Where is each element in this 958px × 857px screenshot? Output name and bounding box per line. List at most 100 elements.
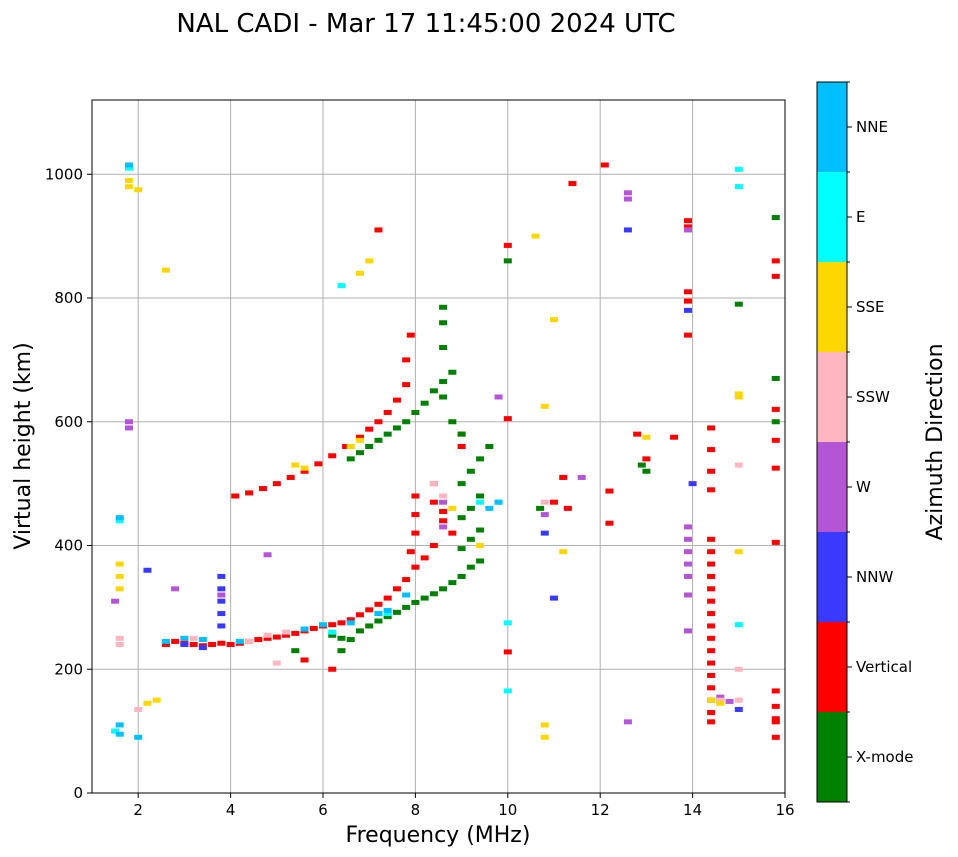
data-point <box>402 577 411 583</box>
data-point <box>642 468 651 474</box>
data-point <box>448 369 457 375</box>
data-point <box>707 598 716 604</box>
data-point <box>342 444 351 449</box>
data-point <box>258 486 267 492</box>
x-axis-label: Frequency (MHz) <box>346 823 531 848</box>
data-point <box>152 697 161 703</box>
data-point <box>282 629 291 635</box>
colorbar-segment <box>817 262 847 352</box>
data-point <box>300 468 309 474</box>
data-point <box>683 573 692 579</box>
data-point <box>707 648 716 654</box>
data-point <box>337 620 346 626</box>
data-point <box>707 586 716 592</box>
data-point <box>245 490 254 496</box>
data-point <box>439 586 448 592</box>
data-point <box>374 618 383 624</box>
data-point <box>707 611 716 617</box>
data-point <box>217 640 226 646</box>
data-point <box>771 465 780 471</box>
data-point <box>494 394 503 400</box>
data-point <box>355 450 364 456</box>
data-point <box>286 474 295 480</box>
data-point <box>115 515 124 521</box>
data-point <box>392 586 401 592</box>
data-point <box>392 397 401 403</box>
data-point <box>637 462 646 468</box>
data-point <box>683 298 692 304</box>
data-point <box>402 604 411 610</box>
data-point <box>485 505 494 511</box>
data-point <box>683 628 692 634</box>
data-point <box>633 431 642 437</box>
data-point <box>734 549 743 555</box>
data-point <box>217 586 226 592</box>
data-point <box>346 456 355 462</box>
data-point <box>124 419 133 425</box>
data-point <box>111 598 120 604</box>
data-point <box>559 549 568 555</box>
data-point <box>411 512 420 518</box>
data-point <box>402 419 411 425</box>
data-point <box>707 561 716 567</box>
data-point <box>503 620 512 626</box>
data-point <box>328 632 337 638</box>
data-point <box>346 637 355 643</box>
data-point <box>134 706 143 712</box>
x-tick-label: 16 <box>775 801 794 819</box>
data-point <box>771 719 780 725</box>
data-point <box>642 456 651 462</box>
data-point <box>226 642 235 647</box>
data-point <box>623 719 632 725</box>
data-point <box>124 425 133 431</box>
data-point <box>115 518 124 524</box>
colorbar-segment <box>817 172 847 262</box>
data-point <box>171 586 180 592</box>
data-point <box>346 444 355 449</box>
data-point <box>734 697 743 703</box>
data-point <box>300 465 309 471</box>
data-point <box>683 218 692 224</box>
data-point <box>392 609 401 615</box>
data-point <box>402 592 411 598</box>
data-point <box>716 694 725 700</box>
data-point <box>374 419 383 425</box>
data-point <box>623 190 632 196</box>
data-point <box>707 468 716 474</box>
data-point <box>115 586 124 592</box>
data-point <box>420 555 429 561</box>
data-point <box>355 437 364 443</box>
data-point <box>457 573 466 579</box>
data-point <box>337 635 346 641</box>
data-point <box>605 520 614 526</box>
data-point <box>771 703 780 709</box>
data-point <box>734 391 743 397</box>
colorbar-frame <box>816 81 848 803</box>
data-point <box>217 611 226 617</box>
data-point <box>734 666 743 672</box>
data-point <box>374 611 383 617</box>
data-point <box>171 638 180 644</box>
data-point <box>476 543 485 548</box>
data-point <box>716 697 725 703</box>
data-point <box>707 685 716 691</box>
y-tick-label: 0 <box>73 784 83 802</box>
data-point <box>707 672 716 678</box>
data-point <box>365 426 374 432</box>
data-point <box>683 524 692 530</box>
data-point <box>707 697 716 703</box>
data-point <box>771 539 780 545</box>
data-point <box>365 444 374 449</box>
colorbar-tick-label: X-mode <box>856 748 913 766</box>
data-point <box>245 638 254 644</box>
x-axis-ticks: 2 4 6 8 10 12 14 16 <box>133 793 795 819</box>
data-point <box>457 431 466 437</box>
data-point <box>466 468 475 474</box>
data-point <box>365 623 374 629</box>
data-point <box>683 592 692 598</box>
grid-lines <box>92 100 786 794</box>
data-point <box>161 267 170 273</box>
data-point <box>180 642 189 647</box>
data-point <box>707 487 716 493</box>
data-point <box>314 461 323 467</box>
